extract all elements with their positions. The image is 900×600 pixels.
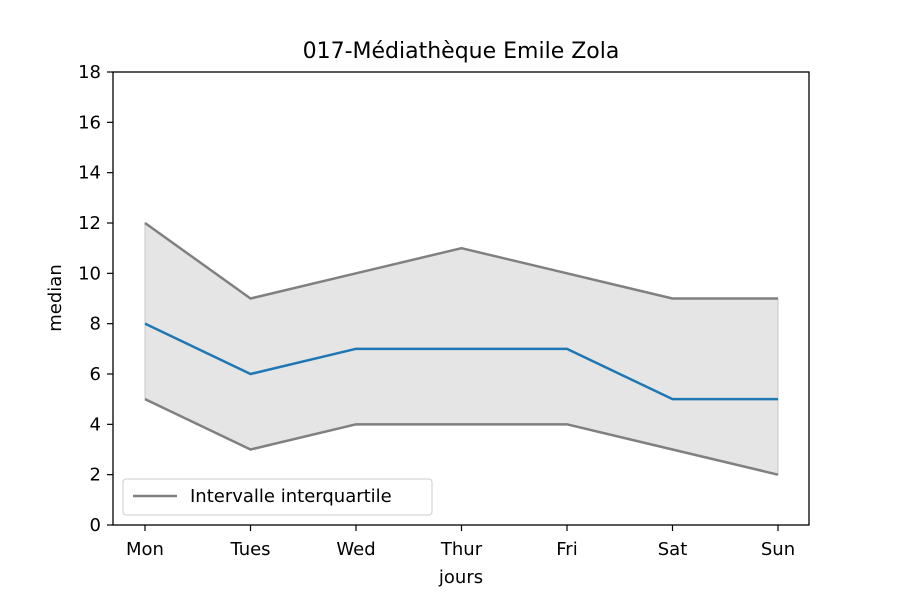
x-tick-label: Sat (658, 539, 688, 560)
chart-title: 017-Médiathèque Emile Zola (303, 39, 620, 64)
y-tick-label: 16 (78, 112, 101, 133)
y-axis: 0 2 4 6 8 10 12 14 16 18 (78, 62, 113, 536)
y-tick-label: 10 (78, 263, 101, 284)
x-tick-label: Tues (229, 539, 270, 560)
y-tick-label: 2 (90, 465, 101, 486)
y-tick-label: 8 (90, 314, 101, 335)
plot-area (144, 221, 779, 476)
y-tick-label: 4 (90, 414, 101, 435)
x-tick-label: Wed (336, 539, 375, 560)
x-tick-label: Sun (761, 539, 795, 560)
legend-box (122, 478, 433, 516)
y-tick-label: 18 (78, 62, 101, 83)
y-tick-label: 14 (78, 163, 101, 184)
y-axis-label: median (45, 264, 66, 331)
x-tick-label: Fri (556, 539, 577, 560)
x-tick-label: Thur (440, 539, 483, 560)
y-tick-label: 12 (78, 213, 101, 234)
x-axis: Mon Tues Wed Thur Fri Sat Sun (126, 525, 795, 560)
x-tick-label: Mon (126, 539, 164, 560)
y-tick-label: 6 (90, 364, 101, 385)
x-axis-label: jours (438, 567, 483, 588)
legend: Intervalle interquartile (122, 478, 433, 516)
y-tick-label: 0 (90, 515, 101, 536)
legend-label: Intervalle interquartile (190, 486, 392, 507)
